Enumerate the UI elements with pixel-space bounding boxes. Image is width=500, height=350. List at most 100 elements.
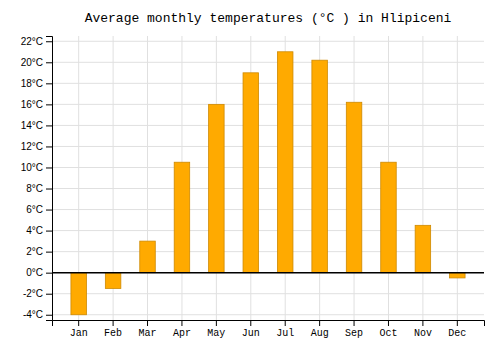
x-tick-mark bbox=[354, 320, 355, 326]
y-tick-label: -4°C bbox=[23, 309, 43, 320]
x-tick: Dec bbox=[448, 320, 466, 339]
bar bbox=[415, 225, 430, 272]
y-tick-label: 8°C bbox=[26, 183, 43, 194]
y-tick-label: 6°C bbox=[26, 204, 43, 215]
y-tick: -2°C bbox=[23, 288, 52, 299]
bar bbox=[381, 162, 396, 272]
x-tick-label: Mar bbox=[139, 328, 157, 339]
y-tick-label: 16°C bbox=[21, 99, 43, 110]
y-grid-line bbox=[52, 146, 484, 147]
x-tick: Nov bbox=[414, 320, 432, 339]
x-tick-label: Sep bbox=[345, 328, 363, 339]
y-tick-mark bbox=[46, 231, 52, 232]
y-tick-mark bbox=[46, 189, 52, 190]
plot: -4°C -2°C 0°C 2°C 4°C 6°C 8°C 10°C 12°C 14°C 16°C 1… bbox=[21, 36, 485, 339]
y-grid-line bbox=[52, 125, 484, 126]
y-tick-mark bbox=[46, 104, 52, 105]
y-tick: -4°C bbox=[23, 309, 52, 320]
y-grid-line bbox=[52, 293, 484, 294]
x-tick-mark bbox=[250, 320, 251, 326]
y-tick-mark bbox=[46, 62, 52, 63]
x-tick-label: Feb bbox=[104, 328, 122, 339]
y-tick: 12°C bbox=[21, 141, 52, 152]
grid bbox=[52, 36, 484, 320]
y-axis: -4°C -2°C 0°C 2°C 4°C 6°C 8°C 10°C 12°C 14°C 16°C 1… bbox=[21, 36, 53, 321]
y-tick-mark bbox=[46, 252, 52, 253]
x-axis-line bbox=[53, 321, 485, 327]
x-grid-line bbox=[147, 36, 148, 320]
y-tick-label: 10°C bbox=[21, 162, 43, 173]
x-tick: Aug bbox=[311, 320, 329, 339]
x-axis: Jan Feb Mar Apr May Jun Jul Aug Sep Oct Nov Dec bbox=[53, 320, 485, 339]
bars bbox=[71, 52, 465, 315]
y-tick: 16°C bbox=[21, 99, 52, 110]
y-tick-label: 20°C bbox=[21, 57, 43, 68]
x-tick-mark bbox=[216, 320, 217, 326]
x-tick: Jul bbox=[276, 320, 294, 339]
x-tick-label: Aug bbox=[311, 328, 329, 339]
x-tick-label: May bbox=[207, 328, 225, 339]
x-tick-mark bbox=[78, 320, 79, 326]
bar bbox=[174, 162, 189, 272]
y-tick-label: 0°C bbox=[26, 267, 43, 278]
x-tick-mark bbox=[285, 320, 286, 326]
y-grid-line bbox=[52, 272, 484, 273]
x-tick: Jun bbox=[242, 320, 260, 339]
bar bbox=[71, 273, 86, 315]
y-tick-mark bbox=[46, 167, 52, 168]
x-tick-label: Dec bbox=[448, 328, 466, 339]
y-tick-mark bbox=[46, 273, 52, 274]
bar bbox=[277, 52, 292, 273]
x-tick-label: Nov bbox=[414, 328, 432, 339]
x-tick: Jan bbox=[70, 320, 88, 339]
zero-line bbox=[52, 272, 484, 274]
y-tick-label: 2°C bbox=[26, 246, 43, 257]
y-grid-line bbox=[52, 209, 484, 210]
y-tick-label: 4°C bbox=[26, 225, 43, 236]
y-tick-mark bbox=[46, 315, 52, 316]
x-tick-mark bbox=[113, 320, 114, 326]
x-tick: May bbox=[207, 320, 225, 339]
y-grid-line bbox=[52, 62, 484, 63]
y-tick-label: -2°C bbox=[23, 288, 43, 299]
x-grid-line bbox=[422, 36, 423, 320]
y-tick-mark bbox=[46, 146, 52, 147]
y-tick-mark bbox=[46, 125, 52, 126]
y-tick: 6°C bbox=[26, 204, 52, 215]
x-tick-label: Oct bbox=[379, 328, 397, 339]
y-grid-line bbox=[52, 41, 484, 42]
y-tick: 22°C bbox=[21, 36, 52, 47]
y-tick-label: 22°C bbox=[21, 36, 43, 47]
bar bbox=[140, 241, 155, 273]
y-tick: 0°C bbox=[26, 267, 52, 278]
bar bbox=[209, 104, 224, 272]
x-tick: Sep bbox=[345, 320, 363, 339]
x-tick: Mar bbox=[139, 320, 157, 339]
bar bbox=[450, 273, 465, 278]
y-axis-line bbox=[46, 37, 53, 321]
y-tick-mark bbox=[46, 210, 52, 211]
x-tick-mark bbox=[319, 320, 320, 326]
y-tick-mark bbox=[46, 83, 52, 84]
y-tick: 18°C bbox=[21, 78, 52, 89]
y-tick-label: 14°C bbox=[21, 120, 43, 131]
x-tick-label: Jun bbox=[242, 328, 260, 339]
x-tick: Apr bbox=[173, 320, 191, 339]
bar bbox=[105, 273, 120, 289]
x-tick-label: Jan bbox=[70, 328, 88, 339]
y-tick: 4°C bbox=[26, 225, 52, 236]
x-tick-mark bbox=[457, 320, 458, 326]
y-tick: 20°C bbox=[21, 57, 52, 68]
y-grid-line bbox=[52, 83, 484, 84]
x-tick: Oct bbox=[379, 320, 397, 339]
title: Average monthly temperatures (°C ) in Hl… bbox=[85, 11, 452, 26]
y-tick: 10°C bbox=[21, 162, 52, 173]
x-tick: Feb bbox=[104, 320, 122, 339]
x-tick-mark bbox=[422, 320, 423, 326]
bar bbox=[346, 102, 361, 272]
y-tick-label: 18°C bbox=[21, 78, 43, 89]
x-tick-mark bbox=[388, 320, 389, 326]
y-tick-mark bbox=[46, 294, 52, 295]
bar bbox=[312, 60, 327, 272]
y-tick-mark bbox=[46, 41, 52, 42]
